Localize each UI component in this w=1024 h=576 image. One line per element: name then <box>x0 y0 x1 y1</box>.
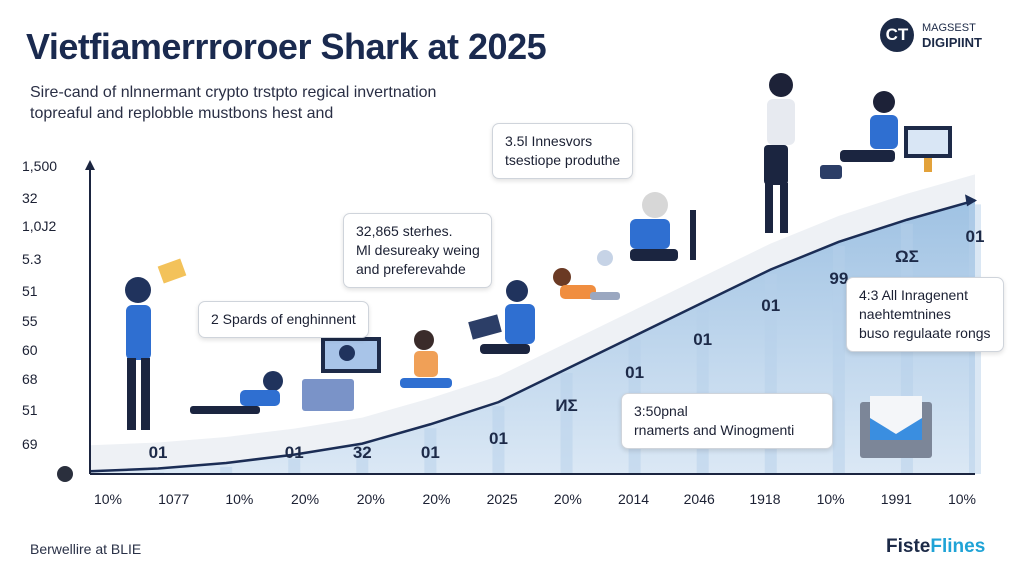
x-tick-label: 10% <box>93 491 123 507</box>
x-tick-label: 20% <box>422 491 451 507</box>
x-tick-label: 2025 <box>486 491 518 507</box>
area-label: ИΣ <box>555 395 578 415</box>
person-laptop-icon <box>190 371 354 414</box>
y-tick-label: 55 <box>22 313 38 329</box>
x-tick-label: 2046 <box>683 491 715 507</box>
area-label: 99 <box>829 268 849 288</box>
person-sitting-icon <box>400 330 452 388</box>
x-tick-label: 1077 <box>158 491 190 507</box>
brand-mark-icon: CT <box>880 18 914 52</box>
area-label: 01 <box>693 329 713 349</box>
callout-innesvors: 3.5l Innesvors tsestiope produthe <box>492 123 634 179</box>
person-phone-icon <box>630 192 696 261</box>
area-label: 01 <box>625 362 645 382</box>
person-seated-icon <box>820 91 898 179</box>
x-tick-label: 10% <box>947 491 977 507</box>
callout-text: buso regulaate rongs <box>859 325 991 341</box>
y-tick-label: 69 <box>22 436 38 452</box>
y-tick-label: 60 <box>22 342 38 358</box>
callout-text: and preferevahde <box>356 261 466 277</box>
callout-text: naehtemtnines <box>859 306 951 322</box>
callout-text: 4:3 All Inragenent <box>859 287 968 303</box>
envelope-icon <box>860 396 932 458</box>
area-label: 32 <box>352 443 372 462</box>
footer-brand-b: Flines <box>930 536 986 557</box>
y-tick-label: 1,0J2 <box>22 218 57 234</box>
x-tick-label: 20% <box>356 491 385 507</box>
area-label: 01 <box>488 429 508 449</box>
callout-text: tsestiope produthe <box>505 152 621 168</box>
area-label: 01 <box>965 227 985 247</box>
subtitle-line-1: Sire-cand of nlnnermant crypto trstpto r… <box>30 84 437 101</box>
trend-arrow-icon <box>965 194 977 207</box>
person-relaxing-icon <box>553 250 620 300</box>
x-tick-label: 1918 <box>749 491 781 507</box>
footer-brand: FisteFlines <box>886 536 985 558</box>
callout-all: 4:3 All Inragenent naehtemtnines buso re… <box>846 277 1004 352</box>
callout-text: 2 Spards of enghinnent <box>211 311 356 327</box>
area-label: 01 <box>148 443 168 462</box>
person-tablet-icon <box>468 280 535 354</box>
area-label: 01 <box>420 443 440 462</box>
callout-text: 3.5l Innesvors <box>505 133 593 149</box>
callout-text: Ml desureaky weing <box>356 242 480 258</box>
y-tick-label: 1,500 <box>22 158 58 174</box>
area-stripe <box>832 245 845 474</box>
brand-line-1: MAGSEST <box>922 22 976 34</box>
area-label: 01 <box>284 443 304 462</box>
x-tick-label: 20% <box>553 491 582 507</box>
illustrations <box>125 73 952 458</box>
subtitle: Sire-cand of nlnnermant crypto trstpto r… <box>30 82 436 124</box>
y-tick-label: 51 <box>22 402 38 418</box>
desk-monitor-icon <box>904 126 952 172</box>
area-label: 01 <box>761 296 781 316</box>
person-reading-icon <box>125 258 187 430</box>
area-label: ΩΣ <box>895 246 919 266</box>
trend-line <box>89 199 976 473</box>
footer-brand-a: Fiste <box>886 536 931 557</box>
x-tick-label: 10% <box>225 491 254 507</box>
callout-sparads: 2 Spards of enghinnent <box>198 301 369 338</box>
footer-caption: Berwellire at BLIE <box>30 541 142 557</box>
callout-text: 3:50pnal <box>634 403 688 419</box>
x-tick-label: 10% <box>816 491 845 507</box>
y-tick-label: 32 <box>22 190 38 206</box>
area-stripe <box>220 466 233 474</box>
area-stripe <box>356 447 369 474</box>
subtitle-line-2: topreaful and replobble mustbons hest an… <box>30 105 334 122</box>
person-standing-icon <box>764 73 795 233</box>
area-stripe <box>560 372 573 474</box>
origin-dot <box>57 466 73 482</box>
x-tick-label: 2014 <box>617 491 650 507</box>
x-tick-label: 20% <box>291 491 320 507</box>
y-tick-label: 68 <box>22 371 38 387</box>
callout-stories: 32,865 sterhes. Ml desureaky weing and p… <box>343 213 492 288</box>
page-title: Vietfiamerrroroer Shark at 2025 <box>26 26 547 67</box>
brand-line-2: DIGIPIINT <box>922 35 982 50</box>
y-axis-arrow-icon <box>85 160 95 170</box>
area-stripe <box>424 428 437 474</box>
y-tick-label: 51 <box>22 283 38 299</box>
monitor-icon <box>321 337 381 373</box>
x-tick-label: 1991 <box>880 491 912 507</box>
area-stripe <box>492 406 505 474</box>
callout-text: rnamerts and Winogmenti <box>634 422 795 438</box>
callout-text: 32,865 sterhes. <box>356 223 453 239</box>
y-tick-label: 5.3 <box>22 251 42 267</box>
callout-35: 3:50pnal rnamerts and Winogmenti <box>621 393 833 449</box>
area-stripe <box>288 458 301 474</box>
